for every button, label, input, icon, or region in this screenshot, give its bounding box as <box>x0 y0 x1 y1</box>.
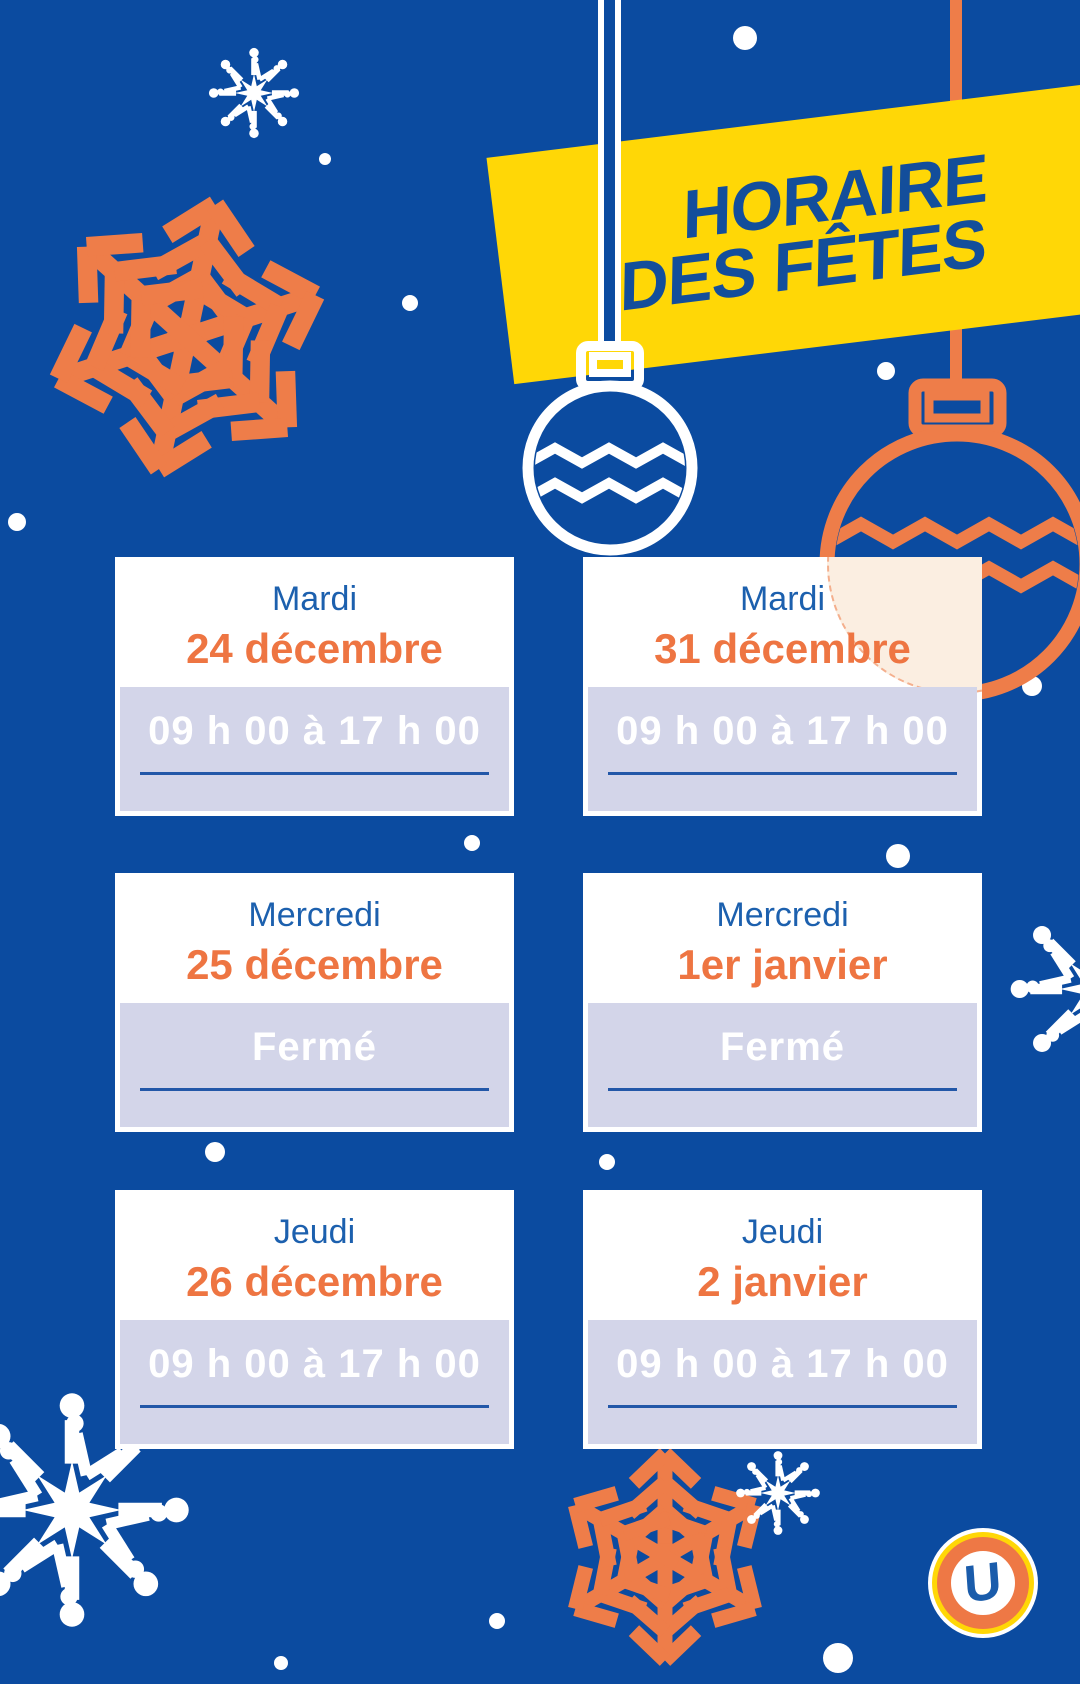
u-logo-letter: U <box>962 1551 1004 1615</box>
card-date-label: 24 décembre <box>186 624 443 672</box>
card-hours-value: Fermé <box>251 1025 378 1069</box>
card-day-label: Mercredi <box>716 895 849 934</box>
card-hours-value: Fermé <box>719 1025 846 1069</box>
snow-dot <box>599 1154 615 1170</box>
snow-dot <box>8 513 26 531</box>
logo-disc: U <box>951 1551 1015 1615</box>
snow-dot <box>823 1643 853 1673</box>
snow-dot <box>464 835 480 851</box>
ornament-string <box>598 0 621 350</box>
card-underline <box>140 772 489 775</box>
card-day-label: Mardi <box>271 579 358 618</box>
snow-dot <box>877 362 895 380</box>
card-day-label: Jeudi <box>741 1212 824 1251</box>
snow-dot <box>274 1656 288 1670</box>
card-hours-panel: Fermé <box>588 1003 977 1127</box>
card-header: Mercredi 1er janvier <box>583 873 982 1003</box>
snowflake-icon <box>198 37 310 149</box>
snow-dot <box>489 1613 505 1629</box>
card-hours-value: 09 h 00 à 17 h 00 <box>148 709 481 753</box>
snowflake-icon <box>726 1441 830 1545</box>
snow-dot <box>886 844 910 868</box>
card-hours-panel: 09 h 00 à 17 h 00 <box>120 687 509 811</box>
card-header: Mardi 24 décembre <box>115 557 514 687</box>
card-date-label: 1er janvier <box>677 940 888 988</box>
snow-dot <box>402 295 418 311</box>
snowflake-icon <box>990 883 1080 1095</box>
footer-bar <box>0 1684 1080 1690</box>
card-jeudi-2-janvier: Jeudi 2 janvier 09 h 00 à 17 h 00 <box>583 1190 982 1449</box>
ornament-bauble-icon <box>522 341 698 556</box>
card-jeudi-26-decembre: Jeudi 26 décembre 09 h 00 à 17 h 00 <box>115 1190 514 1449</box>
card-day-label: Mercredi <box>248 895 381 934</box>
card-header: Mardi 31 décembre <box>583 557 982 687</box>
card-hours-value: 09 h 00 à 17 h 00 <box>148 1342 481 1386</box>
u-brand-logo: U <box>928 1528 1038 1638</box>
card-hours-panel: 09 h 00 à 17 h 00 <box>588 1320 977 1444</box>
snowflake-icon <box>9 159 365 515</box>
card-header: Jeudi 2 janvier <box>583 1190 982 1320</box>
card-day-label: Jeudi <box>273 1212 356 1251</box>
snow-dot <box>319 153 331 165</box>
card-date-label: 25 décembre <box>186 940 443 988</box>
card-mercredi-25-decembre: Mercredi 25 décembre Fermé <box>115 873 514 1132</box>
card-mercredi-1er-janvier: Mercredi 1er janvier Fermé <box>583 873 982 1132</box>
card-date-label: 26 décembre <box>186 1257 443 1305</box>
card-mardi-31-decembre: Mardi 31 décembre 09 h 00 à 17 h 00 <box>583 557 982 816</box>
card-header: Mercredi 25 décembre <box>115 873 514 1003</box>
snow-dot <box>205 1142 225 1162</box>
card-hours-value: 09 h 00 à 17 h 00 <box>616 1342 949 1386</box>
card-underline <box>140 1088 489 1091</box>
card-date-label: 31 décembre <box>654 624 911 672</box>
snow-dot <box>733 26 757 50</box>
card-underline <box>608 772 957 775</box>
card-underline <box>140 1405 489 1408</box>
card-underline <box>608 1088 957 1091</box>
card-hours-panel: Fermé <box>120 1003 509 1127</box>
card-underline <box>608 1405 957 1408</box>
card-hours-value: 09 h 00 à 17 h 00 <box>616 709 949 753</box>
page-title: HORAIRE DES FÊTES <box>619 140 988 326</box>
card-hours-panel: 09 h 00 à 17 h 00 <box>120 1320 509 1444</box>
card-header: Jeudi 26 décembre <box>115 1190 514 1320</box>
card-date-label: 2 janvier <box>697 1257 868 1305</box>
card-mardi-24-decembre: Mardi 24 décembre 09 h 00 à 17 h 00 <box>115 557 514 816</box>
card-day-label: Mardi <box>739 579 826 618</box>
card-hours-panel: 09 h 00 à 17 h 00 <box>588 687 977 811</box>
